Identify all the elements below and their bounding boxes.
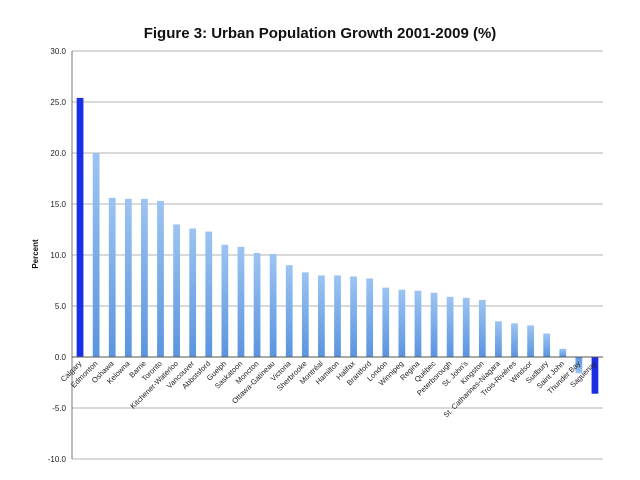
y-tick-label: 15.0	[50, 200, 66, 209]
bar	[157, 200, 164, 357]
bar	[76, 97, 84, 358]
bar	[382, 287, 390, 357]
bar	[221, 244, 229, 357]
bar	[189, 228, 197, 357]
y-axis-label: Percent	[31, 239, 40, 269]
y-tick-label: -5.0	[52, 404, 66, 413]
bar	[543, 333, 551, 357]
bar	[285, 265, 293, 357]
bar	[108, 197, 116, 357]
bar	[205, 231, 213, 357]
bar	[414, 290, 422, 357]
bar	[511, 323, 518, 357]
bar	[318, 275, 325, 357]
y-tick-label: 25.0	[50, 98, 66, 107]
gridlines	[71, 50, 603, 460]
bar	[301, 272, 309, 357]
bar	[559, 348, 567, 357]
bar	[495, 321, 502, 357]
y-tick-label: 5.0	[55, 302, 67, 311]
bar	[141, 198, 148, 357]
y-tick-label: 10.0	[50, 251, 66, 260]
bar	[478, 299, 486, 357]
bar	[334, 275, 341, 357]
bar	[591, 357, 599, 394]
bars	[76, 97, 599, 394]
y-tick-label: 30.0	[50, 47, 66, 56]
bar	[398, 289, 406, 357]
bar	[430, 292, 438, 357]
bar	[92, 153, 100, 357]
bar	[462, 297, 470, 357]
category-labels: CalgaryEdmontonOshawaKelownaBarrieToront…	[59, 358, 599, 419]
bar	[575, 357, 583, 374]
bar	[350, 276, 357, 357]
bar	[527, 325, 534, 357]
y-tick-label: 20.0	[50, 149, 66, 158]
bar	[237, 246, 245, 357]
chart-title: Figure 3: Urban Population Growth 2001-2…	[144, 25, 497, 42]
bar	[253, 252, 261, 357]
bar	[173, 224, 180, 357]
bar	[446, 296, 454, 357]
y-tick-label: 0.0	[55, 353, 67, 362]
bar	[366, 278, 374, 357]
y-tick-label: -10.0	[48, 455, 67, 464]
bar	[124, 198, 132, 357]
y-axis-ticks: 30.0 25.0 20.0 15.0 10.0 5.0 0.0 -5.0 -10.0	[48, 47, 67, 464]
bar	[269, 253, 277, 357]
